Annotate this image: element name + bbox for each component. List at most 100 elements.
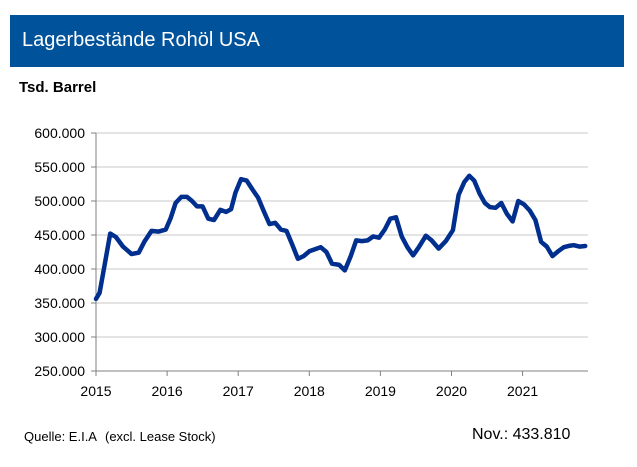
data-point-36: [302, 254, 305, 258]
data-point-48: [372, 235, 375, 238]
data-point-60: [444, 239, 448, 243]
y-tick-label-7: 600.000: [34, 125, 85, 141]
data-point-29: [262, 210, 265, 213]
data-point-43: [343, 269, 347, 272]
data-point-30: [268, 222, 271, 226]
data-point-12: [169, 216, 172, 220]
y-tick-label-2: 350.000: [34, 295, 85, 311]
data-point-51: [389, 217, 392, 220]
data-point-7: [137, 251, 140, 254]
data-point-5: [121, 245, 125, 248]
x-tick-label-4: 2019: [365, 383, 396, 399]
chart-title: Lagerbestände Rohöl USA: [22, 29, 260, 51]
data-point-52: [394, 216, 398, 219]
data-point-68: [488, 205, 492, 209]
y-tick-label-6: 550.000: [34, 159, 85, 175]
data-point-58: [430, 239, 433, 242]
data-point-78: [545, 245, 548, 248]
data-point-8: [143, 240, 146, 243]
data-point-81: [562, 246, 566, 249]
tick-labels: 250.000 300.000 350.000 400.000 450.000 500.0…: [34, 125, 538, 399]
y-axis-unit-label: Tsd. Barrel: [19, 79, 97, 96]
y-tick-label-4: 450.000: [34, 227, 85, 243]
data-point-0: [94, 297, 98, 301]
series-line-0: [93, 173, 588, 302]
data-point-61: [451, 229, 455, 232]
data-point-2: [103, 264, 106, 267]
x-tick-label-3: 2018: [294, 383, 325, 399]
latest-value-label: Nov.: 433.810: [472, 426, 571, 443]
data-point-11: [164, 228, 167, 231]
data-point-54: [406, 246, 409, 249]
data-point-18: [201, 205, 204, 208]
source-line: Quelle: E.I.A (excl. Lease Stock): [24, 429, 216, 444]
data-point-35: [296, 257, 300, 260]
data-point-20: [212, 218, 216, 222]
data-point-55: [411, 254, 415, 257]
axes: [91, 132, 588, 376]
data-point-41: [330, 262, 334, 265]
data-point-63: [463, 180, 466, 184]
data-point-16: [190, 199, 194, 203]
data-point-6: [130, 252, 133, 256]
data-point-50: [383, 228, 386, 231]
data-point-53: [400, 235, 403, 238]
data-point-80: [556, 250, 560, 253]
data-point-23: [229, 207, 233, 211]
data-point-26: [245, 179, 248, 182]
data-point-39: [319, 246, 322, 249]
data-point-71: [505, 212, 509, 216]
data-point-69: [494, 206, 497, 209]
data-point-65: [473, 179, 476, 182]
data-point-49: [377, 236, 381, 239]
data-point-85: [583, 244, 587, 248]
data-point-79: [551, 254, 554, 258]
data-point-37: [308, 250, 311, 253]
data-point-38: [313, 248, 317, 251]
data-point-57: [424, 234, 428, 237]
data-point-42: [337, 263, 341, 267]
data-point-9: [150, 229, 153, 233]
x-tick-label-5: 2020: [436, 383, 467, 399]
data-point-22: [224, 210, 228, 214]
data-point-77: [539, 240, 543, 243]
title-bar: Lagerbestände Rohöl USA: [10, 15, 624, 67]
data-point-82: [567, 244, 571, 248]
data-point-28: [256, 196, 260, 199]
data-point-34: [291, 243, 294, 246]
data-point-31: [273, 221, 277, 224]
data-point-27: [251, 188, 254, 191]
data-point-17: [195, 205, 199, 208]
data-point-67: [483, 201, 487, 205]
data-point-73: [517, 199, 520, 203]
series-layer: [93, 173, 588, 302]
y-tick-label-5: 500.000: [34, 193, 85, 209]
x-tick-label-1: 2016: [152, 383, 183, 399]
data-point-4: [114, 235, 118, 239]
source-label: Quelle: E.I.A: [24, 429, 97, 444]
gridlines: [96, 132, 588, 338]
data-point-1: [98, 291, 101, 294]
data-point-10: [157, 230, 160, 233]
data-point-84: [578, 245, 581, 248]
data-point-3: [109, 232, 112, 235]
data-point-13: [174, 201, 177, 205]
data-point-15: [185, 195, 189, 199]
data-point-45: [355, 239, 358, 242]
data-point-62: [457, 193, 460, 197]
data-point-19: [207, 217, 210, 220]
y-tick-label-1: 300.000: [34, 329, 85, 345]
data-point-83: [572, 244, 575, 247]
data-point-70: [500, 201, 503, 205]
data-point-64: [468, 174, 471, 178]
data-point-66: [478, 193, 482, 196]
x-tick-label-6: 2021: [507, 383, 538, 399]
source-note: (excl. Lease Stock): [104, 429, 216, 444]
data-point-25: [239, 178, 243, 181]
data-point-33: [285, 229, 288, 233]
data-point-75: [528, 209, 531, 212]
data-point-56: [417, 246, 420, 249]
y-tick-label-0: 250.000: [34, 363, 85, 379]
data-point-72: [511, 220, 514, 223]
